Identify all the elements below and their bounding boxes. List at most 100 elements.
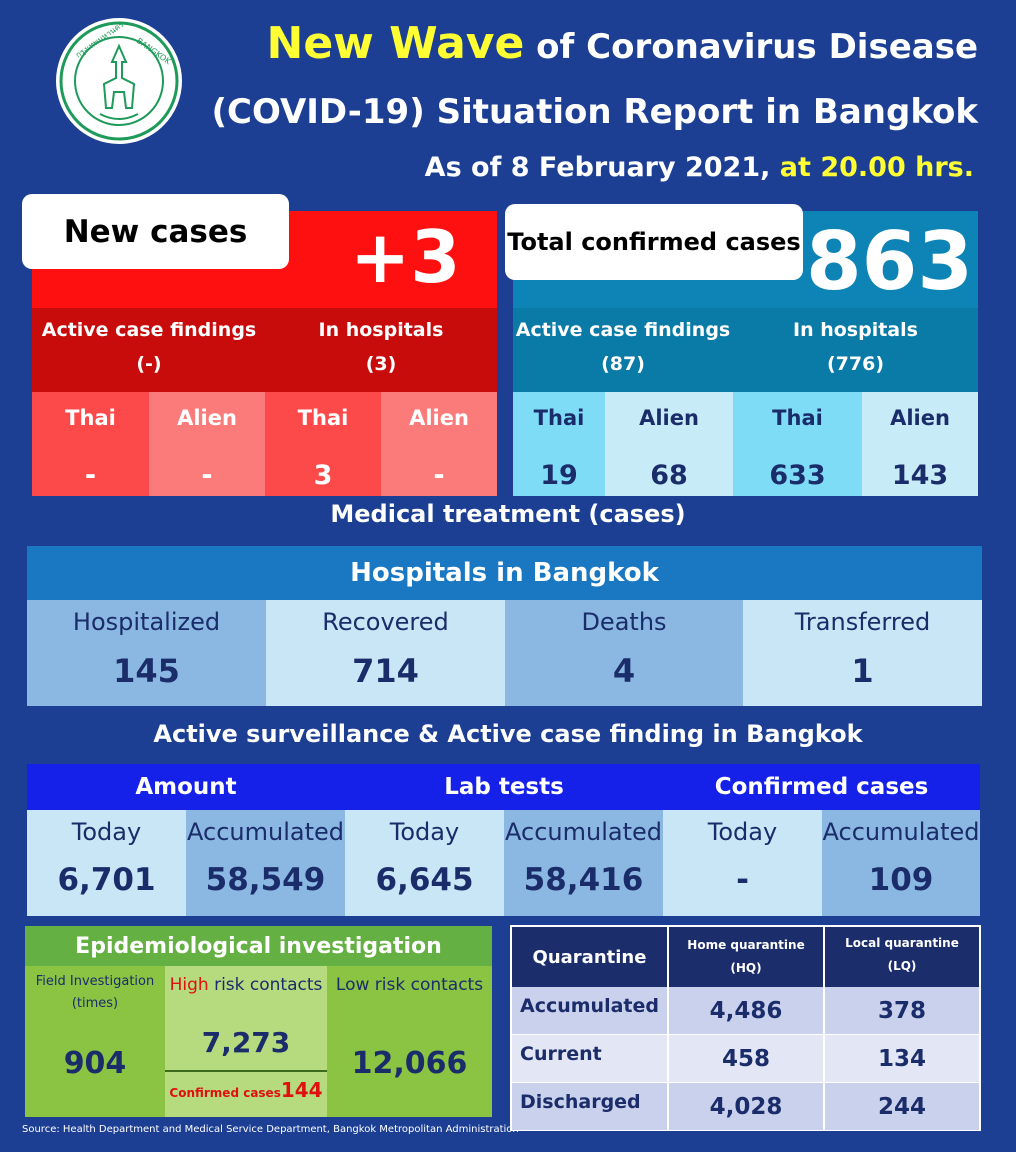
table-row: Current	[512, 1035, 667, 1082]
cell-value: 143	[891, 460, 949, 491]
lq-discharged: 244	[825, 1083, 979, 1130]
new-active-label: Active case findings	[41, 319, 257, 341]
cell-value: 714	[352, 652, 419, 690]
cell-label: Alien	[639, 406, 699, 430]
high-risk-rest: risk contacts	[208, 975, 323, 995]
cell-value: -	[201, 460, 213, 491]
new-cell-alien-hospital: Alien -	[381, 392, 497, 496]
hq-abbr: (HQ)	[730, 961, 762, 975]
field-investigation-unit: (times)	[71, 996, 119, 1011]
cell-value: 68	[650, 460, 688, 491]
total-hospital-value: (776)	[826, 353, 885, 375]
cell-label: Thai	[772, 406, 823, 430]
low-risk-value: 12,066	[351, 1046, 468, 1081]
hospitalized-cell: Hospitalized 145	[27, 600, 266, 706]
report-title-line1: New Wave of Coronavirus Disease	[267, 18, 979, 69]
cell-label: Thai	[533, 406, 585, 430]
low-risk-label: Low risk contacts	[335, 975, 484, 995]
lq-header: Local quarantine (LQ)	[825, 927, 979, 987]
new-cell-thai-active: Thai -	[32, 392, 149, 496]
cell-value: 145	[113, 652, 180, 690]
high-risk-label: High risk contacts	[165, 975, 327, 995]
lq-abbr: (LQ)	[887, 959, 917, 973]
deaths-cell: Deaths 4	[505, 600, 743, 706]
cell-label: Accumulated	[505, 818, 662, 846]
high-risk-confirmed: Confirmed cases144	[165, 1078, 327, 1102]
new-cases-label: New cases	[22, 194, 289, 269]
lab-today-cell: Today 6,645	[345, 810, 504, 916]
cell-value: 3	[313, 460, 333, 491]
total-active-value: (87)	[601, 353, 645, 375]
lab-tests-header: Lab tests	[444, 774, 564, 800]
cell-value: -	[736, 862, 749, 898]
lab-accumulated-cell: Accumulated 58,416	[504, 810, 663, 916]
report-date: As of 8 February 2021, at 20.00 hrs.	[425, 152, 974, 183]
cell-label: Alien	[890, 406, 950, 430]
cell-value: 58,549	[205, 862, 326, 898]
hq-current: 458	[669, 1035, 823, 1082]
table-row: Accumulated	[512, 987, 667, 1034]
lq-label: Local quarantine	[845, 936, 959, 950]
cell-label: Alien	[177, 406, 237, 430]
hospitals-header: Hospitals in Bangkok	[27, 546, 982, 600]
lq-accumulated: 378	[825, 987, 979, 1034]
date-text: As of 8 February 2021,	[424, 152, 780, 183]
total-hospital-label: In hospitals	[793, 319, 918, 341]
divider	[165, 1070, 327, 1072]
cell-value: 6,645	[375, 862, 474, 898]
cell-value: 1	[851, 652, 874, 690]
cell-value: 4	[612, 652, 636, 690]
cell-label: Hospitalized	[72, 608, 221, 636]
confirmed-today-cell: Today -	[663, 810, 822, 916]
total-cell-thai-hospital: Thai 633	[733, 392, 862, 496]
row-label: Accumulated	[520, 995, 659, 1017]
new-hospital-value: (3)	[365, 353, 397, 375]
cell-label: Deaths	[581, 608, 667, 636]
recovered-cell: Recovered 714	[266, 600, 505, 706]
hq-header: Home quarantine (HQ)	[669, 927, 823, 987]
confirmed-value: 144	[280, 1078, 323, 1102]
total-cases-label: Total confirmed cases	[505, 204, 803, 280]
surveillance-title: Active surveillance & Active case findin…	[153, 720, 863, 748]
amount-accumulated-cell: Accumulated 58,549	[186, 810, 345, 916]
amount-header: Amount	[135, 774, 237, 800]
surveillance-header-bar	[27, 764, 980, 810]
quarantine-header: Quarantine	[512, 927, 667, 987]
cell-label: Recovered	[322, 608, 449, 636]
total-cell-alien-active: Alien 68	[605, 392, 733, 496]
total-active-label: Active case findings	[515, 319, 731, 341]
total-cases-value: 863	[806, 215, 973, 308]
total-cell-alien-hospital: Alien 143	[862, 392, 978, 496]
cell-label: Transferred	[794, 608, 931, 636]
cell-value: 633	[769, 460, 826, 491]
confirmed-cases-header: Confirmed cases	[714, 774, 929, 800]
high-risk-value: 7,273	[201, 1026, 291, 1059]
new-active-value: (-)	[136, 353, 162, 375]
new-cell-thai-hospital: Thai 3	[265, 392, 381, 496]
hq-discharged: 4,028	[669, 1083, 823, 1130]
new-cases-subheader	[32, 308, 497, 392]
time-text: at 20.00 hrs.	[779, 152, 974, 183]
row-label: Current	[520, 1043, 602, 1065]
hq-label: Home quarantine	[687, 938, 805, 952]
cell-value: -	[84, 460, 97, 491]
cell-label: Accumulated	[822, 818, 980, 846]
hq-accumulated: 4,486	[669, 987, 823, 1034]
cell-label: Today	[71, 818, 142, 846]
bangkok-seal-logo: กรุงเทพมหานคร BANGKOK	[56, 18, 182, 144]
total-cases-subheader	[513, 308, 978, 392]
lq-current: 134	[825, 1035, 979, 1082]
cell-value: 58,416	[523, 862, 644, 898]
field-investigation-label: Field Investigation	[35, 974, 155, 989]
total-cell-thai-active: Thai 19	[513, 392, 605, 496]
cell-label: Thai	[65, 406, 116, 430]
report-title-line2: (COVID-19) Situation Report in Bangkok	[211, 92, 978, 132]
cell-value: 6,701	[57, 862, 156, 898]
row-label: Discharged	[520, 1091, 641, 1113]
title-highlight: New Wave	[266, 18, 525, 69]
confirmed-accumulated-cell: Accumulated 109	[822, 810, 980, 916]
table-row: Discharged	[512, 1083, 667, 1130]
cell-label: Today	[389, 818, 460, 846]
new-cases-value: +3	[350, 215, 461, 299]
cell-value: 19	[540, 460, 578, 491]
